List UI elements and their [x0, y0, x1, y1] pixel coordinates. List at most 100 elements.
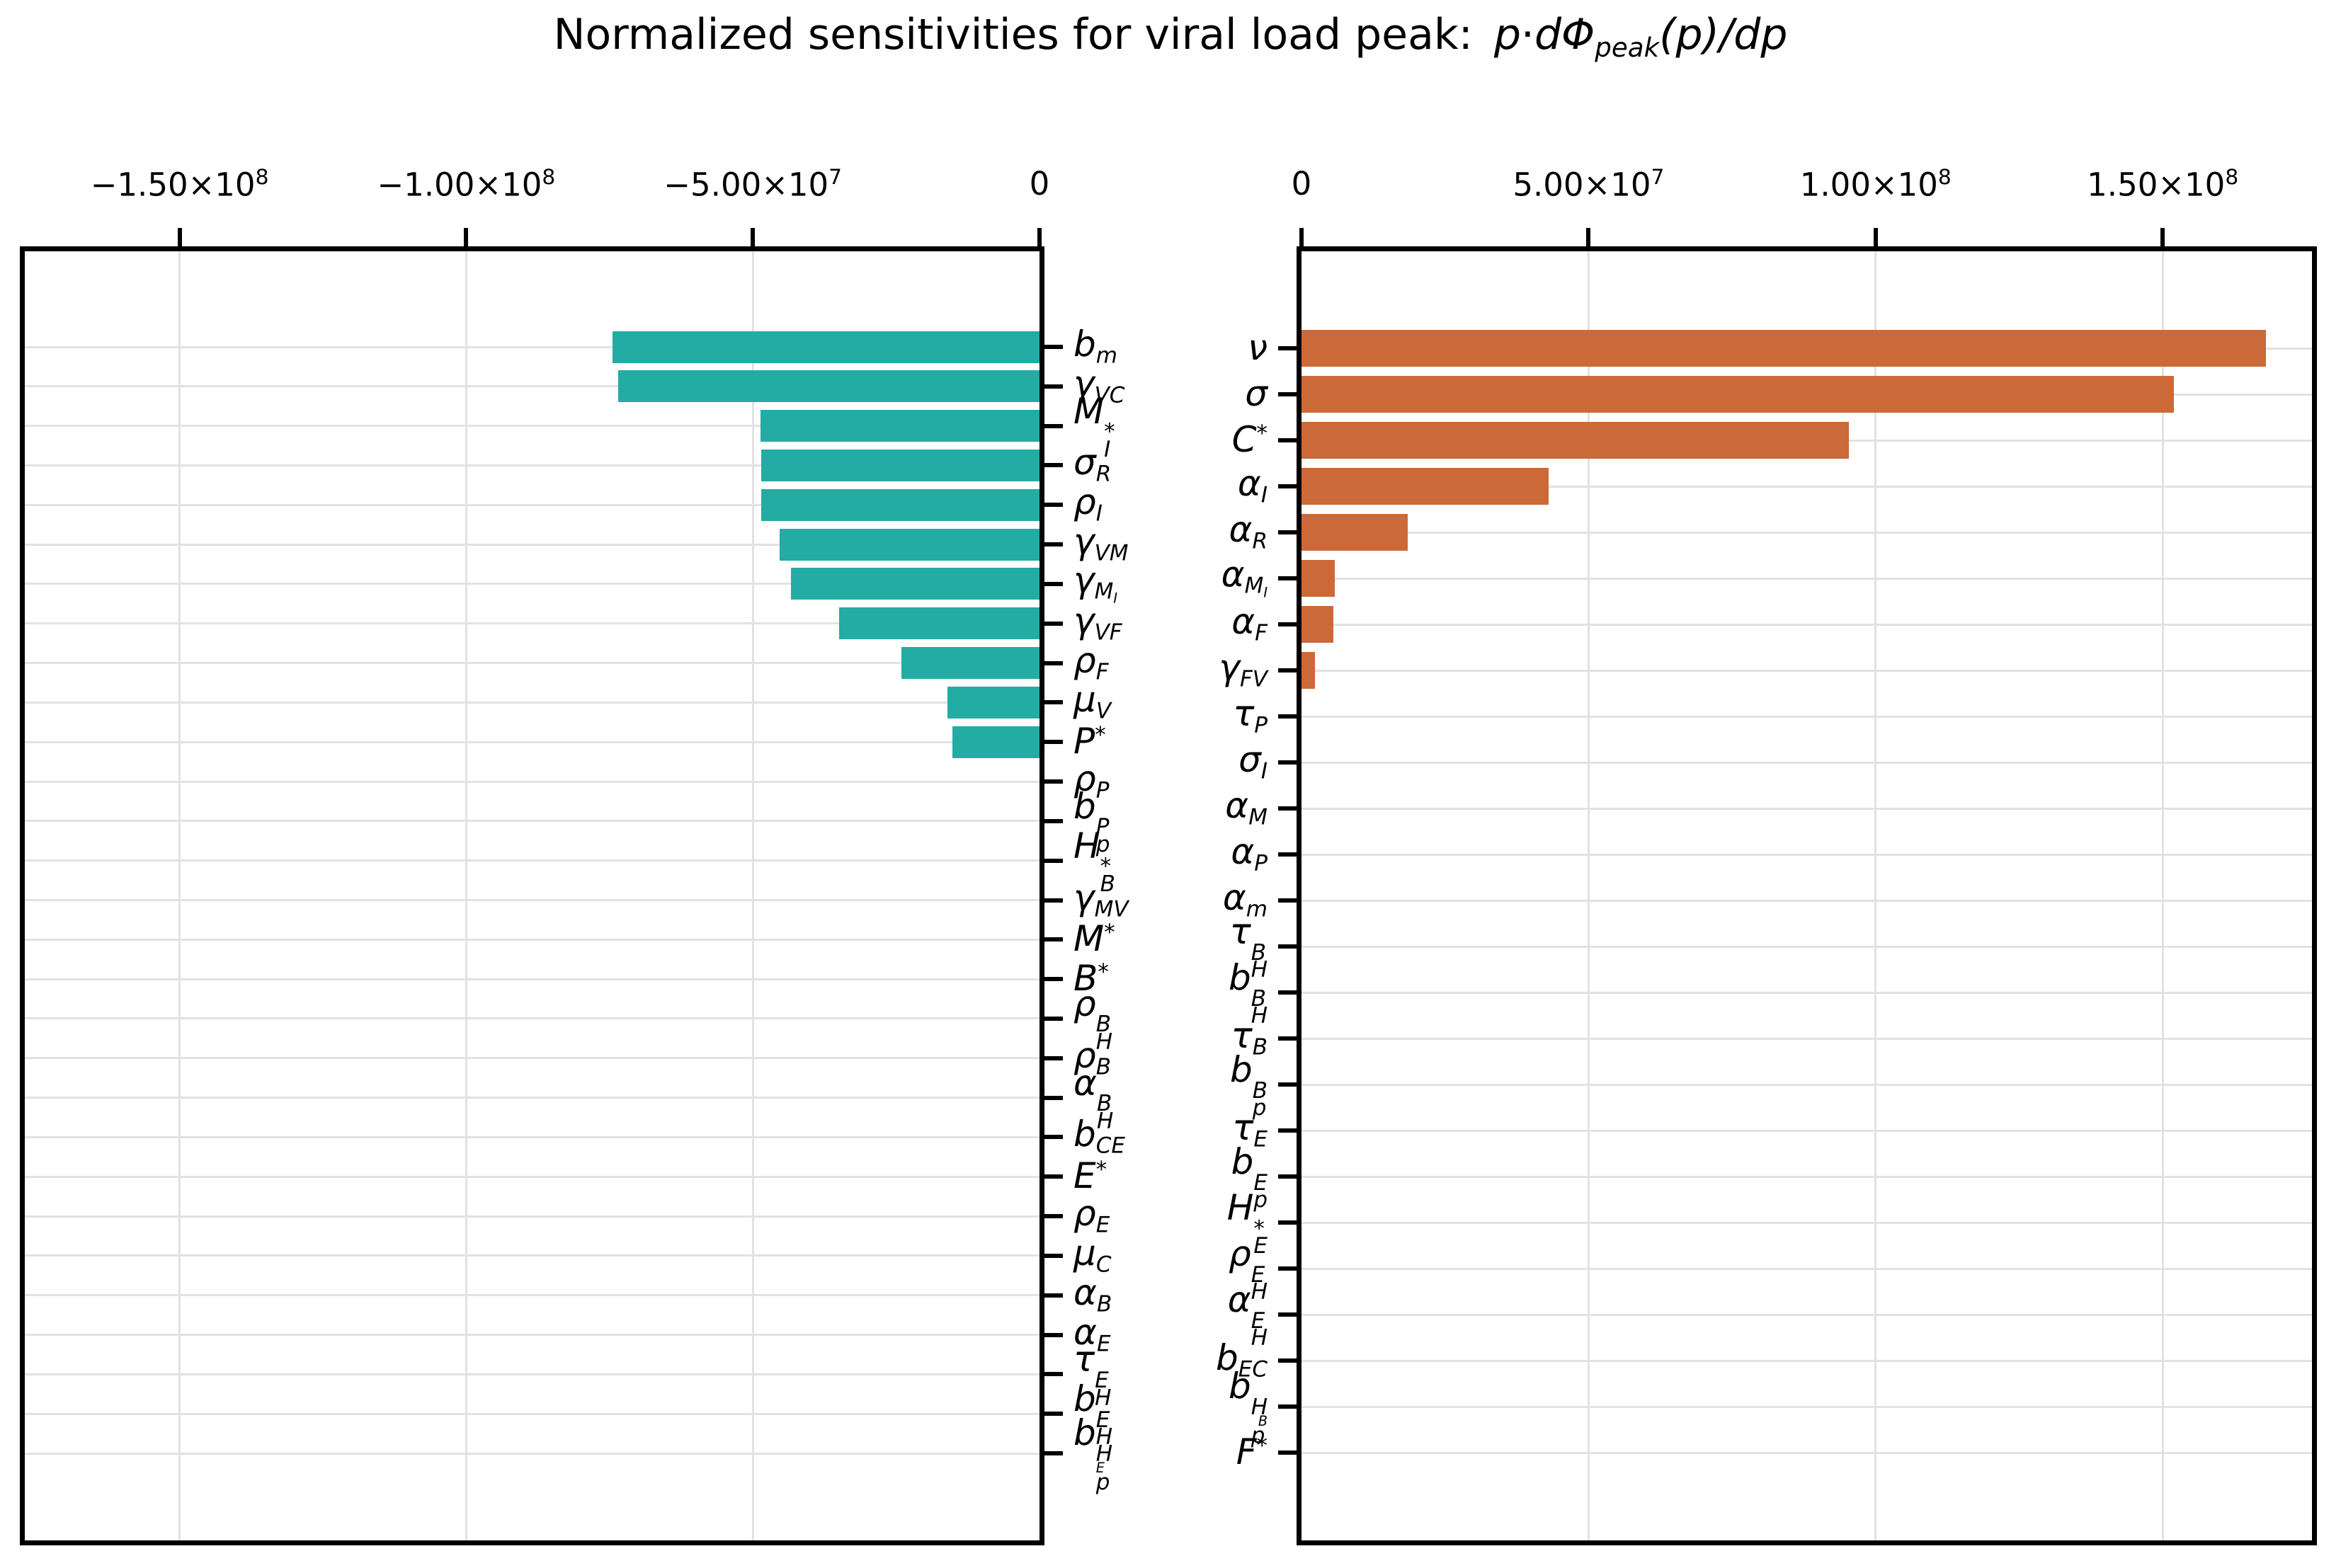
y-tick [1278, 1312, 1297, 1317]
x-tick [2160, 228, 2165, 246]
y-tick [1044, 581, 1063, 586]
x-tick [464, 228, 469, 246]
y-tick [1044, 1016, 1063, 1021]
y-tick [1044, 1332, 1063, 1337]
gridline-horizontal [25, 1373, 1040, 1375]
gridline-horizontal [1301, 1267, 2312, 1270]
x-tick [1037, 228, 1042, 246]
chart-title-math: p⋅dΦpeak(p)/dp [1493, 10, 1788, 64]
bar [1301, 652, 1315, 689]
y-tick [1278, 530, 1297, 534]
y-axis-label: αM [1225, 785, 1268, 830]
y-axis-label: F* [1236, 1431, 1268, 1472]
gridline-horizontal [1301, 761, 2312, 764]
y-tick [1044, 740, 1063, 745]
gridline-horizontal [1301, 1083, 2312, 1086]
y-tick [1278, 1450, 1297, 1455]
y-tick [1278, 1220, 1297, 1225]
y-tick [1278, 714, 1297, 719]
x-tick-label: −1.00×108 [377, 165, 556, 204]
gridline-horizontal [25, 780, 1040, 783]
y-tick [1044, 542, 1063, 547]
y-axis-label: τB [1231, 1015, 1268, 1060]
gridline-horizontal [1301, 945, 2312, 948]
y-axis-label: αP [1231, 831, 1268, 876]
x-tick [1586, 228, 1591, 246]
chart-title-text: Normalized sensitivities for viral load … [553, 10, 1473, 59]
bar [1301, 468, 1549, 505]
y-tick [1044, 1095, 1063, 1100]
bar [901, 647, 1040, 680]
y-tick [1278, 392, 1297, 396]
y-axis-label: αm [1222, 877, 1268, 922]
gridline-horizontal [1301, 485, 2312, 488]
gridline-horizontal [25, 345, 1040, 348]
bar [617, 370, 1040, 403]
gridline-horizontal [25, 1294, 1040, 1297]
y-tick [1278, 1082, 1297, 1087]
y-tick [1044, 1253, 1063, 1258]
y-axis-label: B* [1073, 957, 1109, 999]
gridline-vertical [2161, 251, 2164, 1540]
y-tick [1278, 1174, 1297, 1179]
gridline-horizontal [1301, 623, 2312, 626]
x-tick [177, 228, 182, 246]
y-tick [1044, 423, 1063, 428]
gridline-vertical [465, 251, 467, 1540]
y-tick [1278, 944, 1297, 949]
gridline-horizontal [25, 1334, 1040, 1337]
y-axis-label: γVM [1073, 521, 1129, 566]
y-tick [1278, 668, 1297, 673]
gridline-horizontal [1301, 1405, 2312, 1408]
gridline-horizontal [25, 938, 1040, 941]
y-tick [1044, 1135, 1063, 1140]
gridline-horizontal [25, 1215, 1040, 1218]
y-axis-label: αB [1073, 1271, 1112, 1317]
y-axis-label: H * E [1226, 1187, 1268, 1259]
gridline-horizontal [1301, 715, 2312, 718]
y-tick [1278, 1358, 1297, 1363]
x-tick [1299, 228, 1304, 246]
y-axis-label: γVF [1073, 600, 1122, 646]
y-tick [1278, 622, 1297, 626]
x-tick-label: 0 [1029, 165, 1050, 202]
y-axis-label: bm [1073, 324, 1117, 369]
y-axis-label: C* [1231, 418, 1268, 460]
y-tick [1044, 700, 1063, 705]
y-axis-label: ρB [1073, 1034, 1112, 1080]
y-axis-label: τP [1233, 693, 1268, 738]
gridline-horizontal [1301, 1221, 2312, 1224]
bar [1301, 560, 1335, 597]
y-axis-label: ρP [1073, 758, 1110, 803]
y-axis-label: γMI [1073, 559, 1118, 607]
y-tick [1278, 484, 1297, 488]
y-tick [1044, 1174, 1063, 1179]
y-axis-label: ν [1248, 326, 1268, 368]
gridline-horizontal [1301, 1313, 2312, 1316]
y-axis-label: μV [1073, 679, 1112, 724]
y-tick [1044, 660, 1063, 665]
y-axis-label: ρI [1073, 481, 1103, 527]
gridline-vertical [1587, 251, 1590, 1540]
gridline-horizontal [25, 820, 1040, 823]
gridline-horizontal [1301, 1129, 2312, 1132]
gridline-horizontal [25, 425, 1040, 428]
y-tick [1044, 1372, 1063, 1377]
gridline-horizontal [1301, 1037, 2312, 1040]
gridline-horizontal [25, 978, 1040, 980]
bar [1301, 422, 1850, 459]
y-axis-label: σI [1238, 739, 1268, 784]
y-tick [1044, 818, 1063, 823]
x-tick-label: 1.50×108 [2087, 165, 2239, 204]
gridline-horizontal [25, 543, 1040, 546]
y-tick [1278, 1266, 1297, 1271]
x-tick-label: 0 [1291, 165, 1312, 202]
